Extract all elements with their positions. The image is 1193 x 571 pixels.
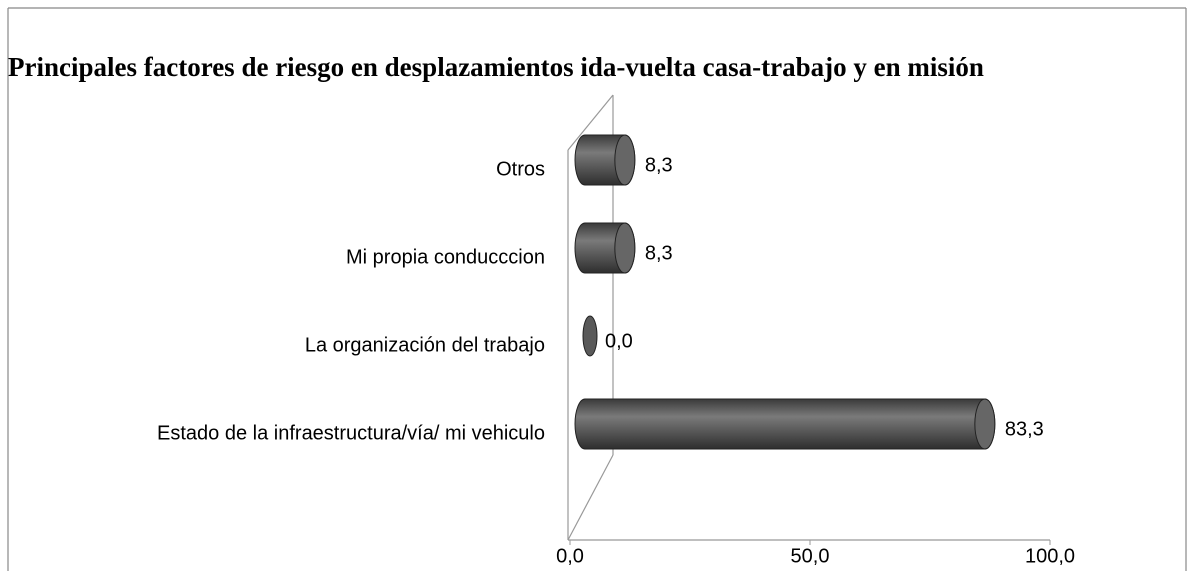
plot-walls xyxy=(567,94,1050,541)
x-tick-label: 0,0 xyxy=(556,545,584,567)
bar xyxy=(582,315,598,357)
y-tick-label: Estado de la infraestructura/vía/ mi veh… xyxy=(157,422,545,444)
value-label: 0,0 xyxy=(605,330,633,352)
bar-cap xyxy=(614,134,636,186)
bar-cap xyxy=(974,398,996,450)
value-label: 8,3 xyxy=(645,154,673,176)
bar-cap xyxy=(614,222,636,274)
y-tick-label: Mi propia conducccion xyxy=(346,246,545,268)
bar xyxy=(574,222,636,274)
frame xyxy=(7,7,1187,571)
bar xyxy=(574,398,996,450)
bar-body xyxy=(574,398,996,450)
value-label: 83,3 xyxy=(1005,418,1044,440)
chart-title: Principales factores de riesgo en despla… xyxy=(8,52,984,82)
x-tick-label: 50,0 xyxy=(791,545,830,567)
value-label: 8,3 xyxy=(645,242,673,264)
bar-cap xyxy=(582,315,598,357)
y-tick-label: Otros xyxy=(496,158,545,180)
x-tick-label: 100,0 xyxy=(1025,545,1075,567)
y-tick-label: La organización del trabajo xyxy=(305,334,545,356)
bar xyxy=(574,134,636,186)
